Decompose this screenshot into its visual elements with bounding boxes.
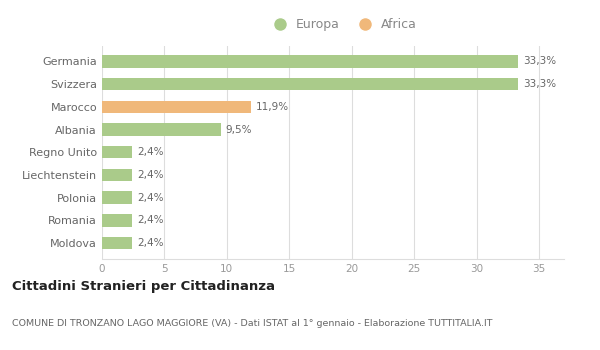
Text: 2,4%: 2,4% <box>137 238 163 248</box>
Bar <box>102 78 518 90</box>
Text: 2,4%: 2,4% <box>137 147 163 157</box>
Text: 2,4%: 2,4% <box>137 193 163 203</box>
Bar <box>102 237 132 249</box>
Legend: Europa, Africa: Europa, Africa <box>262 13 422 36</box>
Bar <box>102 146 132 159</box>
Text: 2,4%: 2,4% <box>137 215 163 225</box>
Text: 2,4%: 2,4% <box>137 170 163 180</box>
Bar <box>102 100 251 113</box>
Bar <box>102 214 132 226</box>
Bar <box>102 169 132 181</box>
Bar <box>102 123 221 136</box>
Text: 9,5%: 9,5% <box>226 125 252 134</box>
Text: 33,3%: 33,3% <box>523 79 556 89</box>
Bar <box>102 55 518 68</box>
Text: 33,3%: 33,3% <box>523 56 556 66</box>
Text: 11,9%: 11,9% <box>256 102 289 112</box>
Bar <box>102 191 132 204</box>
Text: Cittadini Stranieri per Cittadinanza: Cittadini Stranieri per Cittadinanza <box>12 280 275 293</box>
Text: COMUNE DI TRONZANO LAGO MAGGIORE (VA) - Dati ISTAT al 1° gennaio - Elaborazione : COMUNE DI TRONZANO LAGO MAGGIORE (VA) - … <box>12 318 493 328</box>
